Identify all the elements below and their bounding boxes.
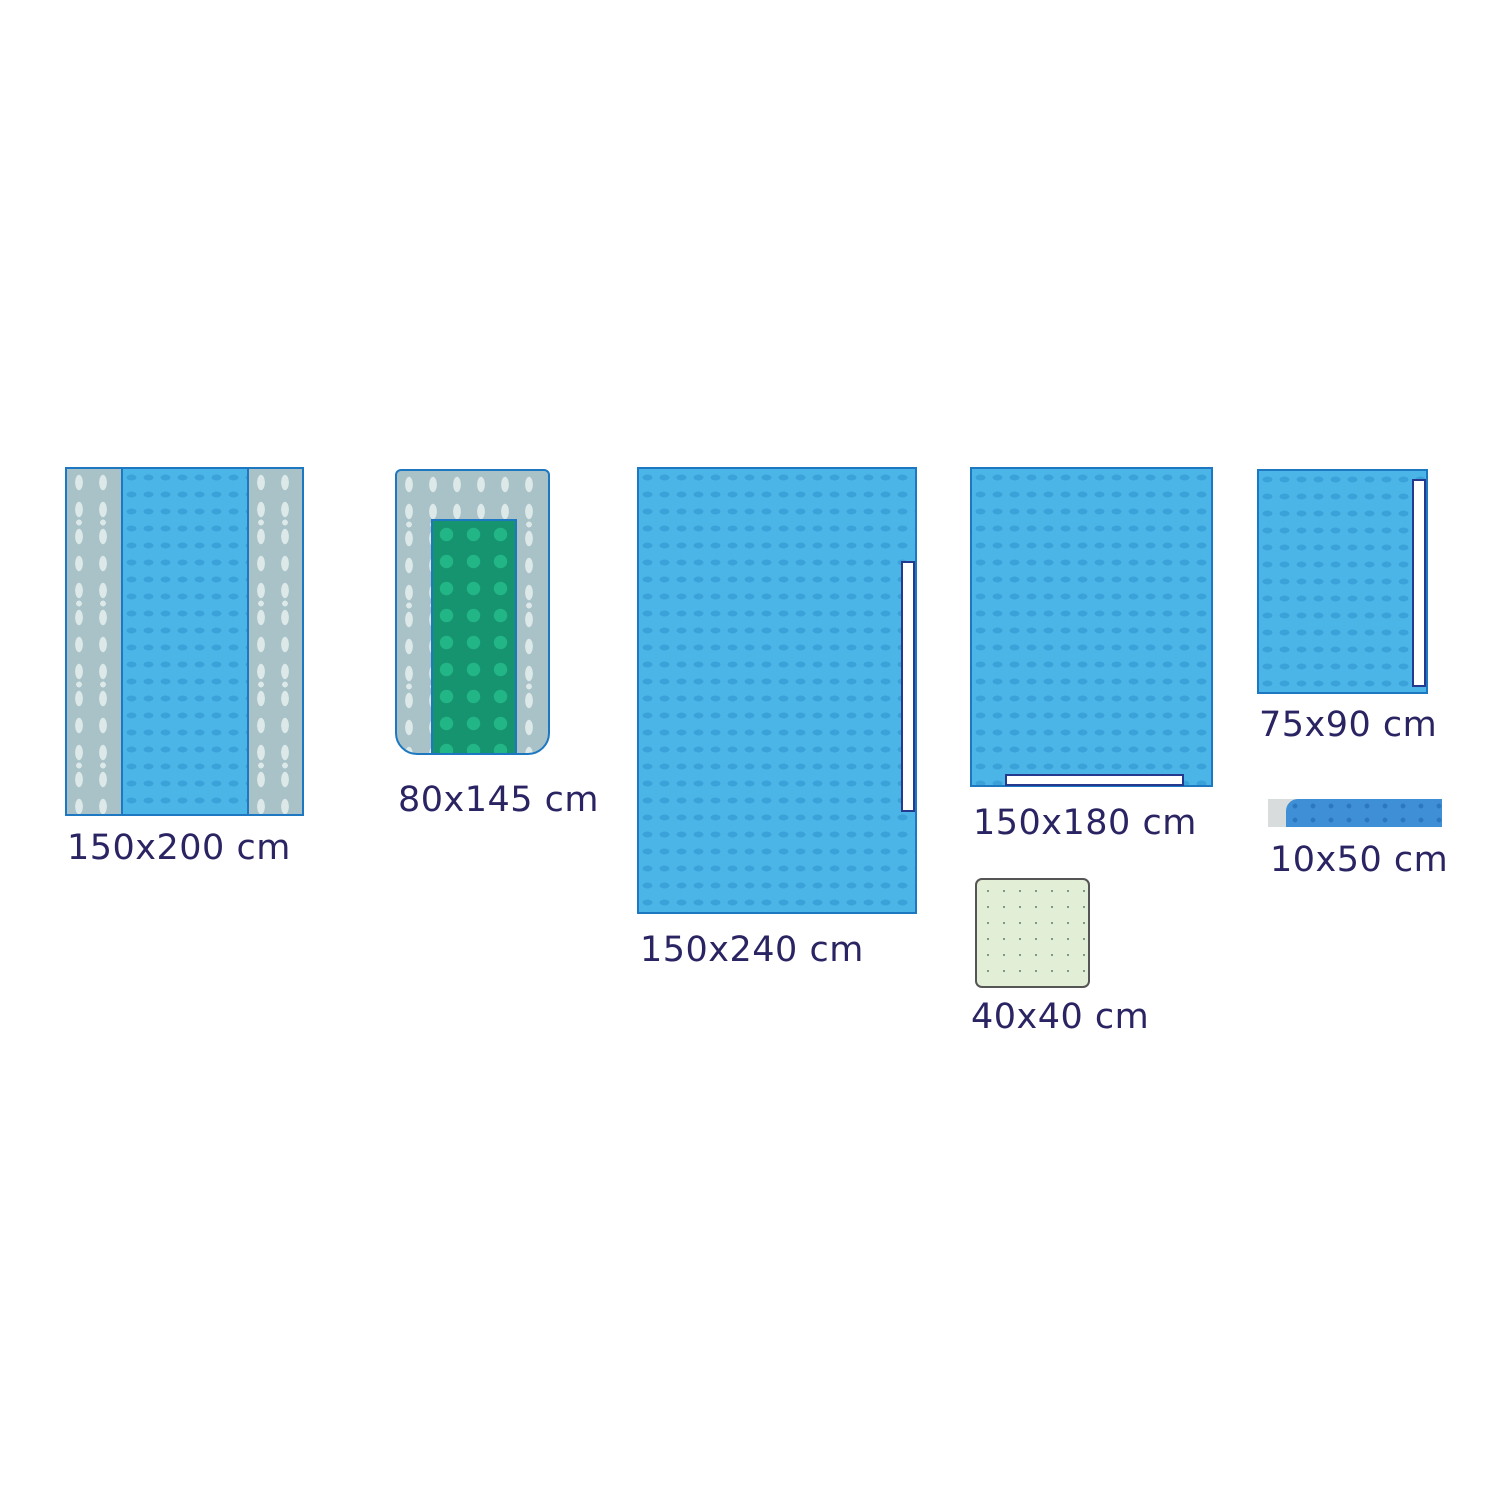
tape-10x50 [1268, 799, 1442, 827]
adhesive-tape [901, 561, 915, 812]
size-label: 40x40 cm [971, 997, 1150, 1037]
tape-body [1286, 799, 1442, 827]
size-label: 80x145 cm [398, 780, 600, 820]
size-label: 150x200 cm [67, 828, 291, 868]
adhesive-tape [1005, 774, 1184, 786]
side-panel-left [67, 469, 123, 814]
size-label: 150x240 cm [640, 930, 864, 970]
drape-150x240 [637, 467, 917, 914]
drape-75x90 [1257, 469, 1428, 694]
pad-40x40 [975, 878, 1090, 988]
size-label: 10x50 cm [1270, 840, 1449, 880]
size-label: 150x180 cm [973, 803, 1197, 843]
adhesive-tape [1412, 479, 1426, 687]
green-panel [431, 519, 517, 753]
drape-150x180 [970, 467, 1213, 787]
drape-80x145 [395, 469, 550, 755]
drape-150x200 [65, 467, 304, 816]
size-label: 75x90 cm [1259, 705, 1438, 745]
center-panel [121, 467, 249, 816]
side-panel-right [249, 469, 302, 814]
